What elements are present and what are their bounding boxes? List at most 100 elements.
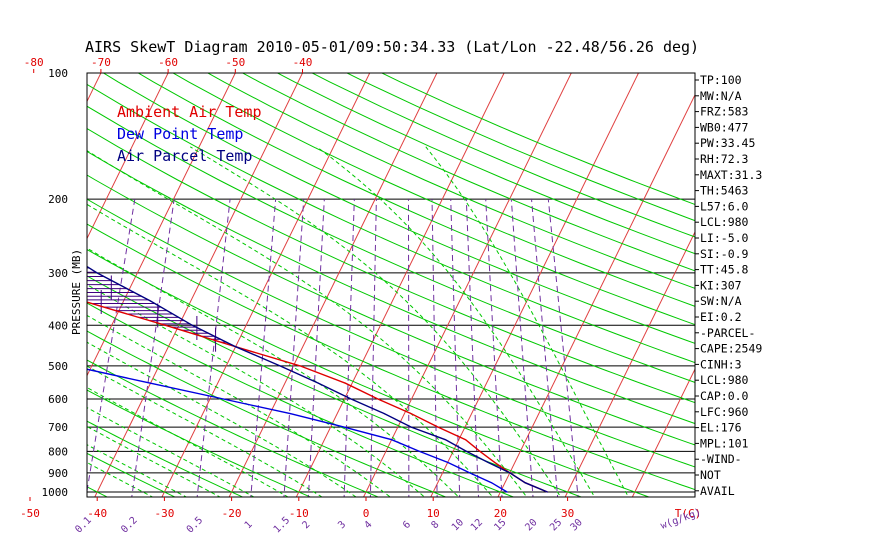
parcel-temp-point — [465, 450, 468, 452]
top-temp-tick-label: -60 — [158, 56, 178, 69]
index-value: SW:N/A — [700, 294, 742, 308]
index-value: L57:6.0 — [700, 199, 749, 213]
ambient-temp-point — [37, 106, 38, 107]
mixing-ratio-tick-label: 20 — [523, 517, 539, 533]
curve-layer — [4, 106, 549, 493]
top-temp-tick-label: -70 — [91, 56, 111, 69]
moist-adiabat — [87, 365, 323, 497]
mixing-ratio-line — [369, 199, 377, 497]
bottom-temp-tick-label: 0 — [363, 507, 370, 520]
bottom-temp-tick-label: -10 — [289, 507, 309, 520]
ambient-temp-point — [299, 365, 301, 367]
index-value: RH:72.3 — [700, 152, 749, 166]
pressure-tick-label: 600 — [48, 393, 68, 406]
moist-adiabat — [87, 314, 392, 497]
parcel-temp-point — [509, 472, 511, 474]
isotherm-line — [87, 73, 169, 240]
index-value: CINH:3 — [700, 357, 742, 371]
dew-point-point — [418, 450, 421, 452]
index-value: FRZ:583 — [700, 105, 749, 119]
parcel-temp-point — [279, 365, 281, 367]
index-value: TH:5463 — [700, 184, 749, 198]
mixing-ratio-line — [131, 199, 175, 497]
moist-adiabat — [87, 444, 188, 497]
pressure-tick-label: 200 — [48, 193, 68, 206]
index-value: TP:100 — [700, 73, 742, 87]
mixing-ratio-tick-label: 6 — [401, 519, 413, 531]
index-value: MW:N/A — [700, 89, 742, 103]
dry-adiabat — [241, 73, 695, 272]
moist-adiabat — [87, 284, 426, 497]
index-value: CAPE:2549 — [700, 342, 762, 356]
parcel-temp-point — [487, 461, 489, 463]
mixing-ratio-line — [283, 199, 305, 497]
index-value: CAP:0.0 — [700, 389, 749, 403]
top-temp-tick-label: -80 — [24, 56, 44, 69]
parcel-temp-point — [383, 413, 385, 415]
mixing-ratio-line — [196, 199, 231, 497]
ambient-temp-point — [410, 413, 412, 415]
index-value: LI:-5.0 — [700, 231, 749, 245]
parcel-temp-point — [235, 346, 237, 348]
dry-adiabat — [172, 73, 695, 307]
dry-adiabat — [87, 389, 312, 497]
ambient-temp-point — [494, 461, 496, 463]
top-temp-tick-label: -40 — [293, 56, 313, 69]
mixing-ratio-line — [450, 199, 461, 497]
dew-point-point — [447, 461, 449, 463]
dry-adiabat — [206, 73, 695, 289]
isotherm-line — [295, 73, 505, 497]
dry-adiabat — [345, 73, 695, 222]
dry-adiabat — [87, 198, 695, 468]
bottom-temp-tick-label: 20 — [494, 507, 507, 520]
isotherm-line — [765, 54, 870, 501]
mixing-ratio-tick-label: 0.2 — [119, 515, 140, 536]
mixing-ratio-line — [307, 199, 325, 497]
grid-layer — [0, 54, 870, 501]
dry-adiabat — [276, 73, 695, 255]
mixing-ratio-line — [547, 199, 579, 497]
mixing-ratio-tick-label: 8 — [429, 519, 441, 531]
dew-point-point — [506, 491, 508, 493]
y-axis-label: PRESSURE (MB) — [70, 249, 83, 335]
mixing-ratio-tick-label: 4 — [363, 519, 375, 531]
parcel-temp-point — [410, 426, 412, 428]
mixing-ratio-line — [250, 199, 277, 497]
mixing-ratio-line — [531, 199, 559, 497]
mixing-ratio-line — [431, 199, 438, 497]
index-value: WB0:477 — [700, 120, 749, 134]
isotherm-line — [87, 73, 236, 377]
ambient-temp-point — [164, 324, 167, 326]
dry-adiabat — [87, 83, 695, 364]
dew-point-point — [468, 472, 471, 474]
dew-point-point — [222, 398, 224, 400]
ambient-temp-point — [4, 146, 5, 147]
isotherm-line — [0, 54, 43, 501]
dry-adiabat — [87, 420, 244, 497]
index-value: SI:-0.9 — [700, 247, 749, 261]
isotherm-line — [362, 73, 572, 497]
dry-adiabat — [87, 452, 176, 497]
parcel-temp-point — [350, 398, 352, 400]
parcel-temp-point — [55, 246, 56, 247]
index-value: MAXT:31.3 — [700, 168, 762, 182]
parcel-temp-point — [191, 324, 193, 326]
dry-adiabat — [87, 302, 515, 497]
dew-point-point — [71, 365, 72, 366]
pressure-tick-label: 800 — [48, 445, 68, 458]
dry-adiabat — [137, 73, 695, 326]
index-value: LFC:960 — [700, 405, 749, 419]
dry-adiabat — [87, 150, 695, 425]
pressure-tick-label: 400 — [48, 319, 68, 332]
ambient-temp-point — [465, 439, 467, 441]
index-value: EI:0.2 — [700, 310, 742, 324]
mixing-ratio-tick-label: 12 — [469, 517, 485, 533]
parcel-temp-point — [444, 439, 446, 441]
legend-entry: Dew Point Temp — [117, 125, 243, 143]
moist-adiabat — [87, 387, 289, 497]
index-value: KI:307 — [700, 278, 742, 292]
ambient-temp-line — [87, 301, 548, 493]
moist-adiabat — [425, 146, 629, 497]
index-value: TT:45.8 — [700, 263, 749, 277]
